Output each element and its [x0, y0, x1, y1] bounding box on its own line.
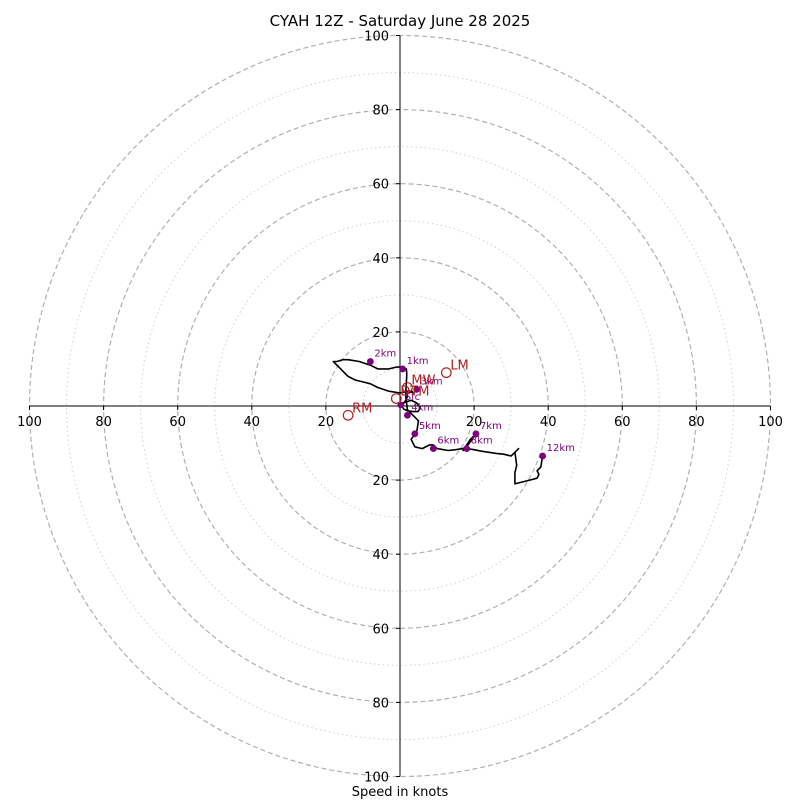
height-marker-1km — [399, 365, 406, 373]
storm-motion-marker-RM — [342, 409, 354, 421]
y-tick-label: 40 — [372, 548, 389, 563]
y-tick-label: 80 — [372, 696, 389, 711]
height-marker-7km — [472, 430, 480, 438]
x-tick-label: 60 — [614, 415, 631, 430]
height-marker-8km — [463, 445, 471, 453]
storm-motion-label-LM: LM — [450, 359, 468, 374]
storm-motion-label-RM: RM — [352, 401, 372, 416]
height-label-Sfc: Sfc — [405, 392, 420, 403]
height-marker-6km — [429, 445, 437, 453]
height-label-12km: 12km — [547, 443, 575, 454]
chart-title: CYAH 12Z - Saturday June 28 2025 — [270, 12, 531, 30]
height-marker-2km — [366, 358, 374, 365]
height-label-7km: 7km — [480, 421, 502, 432]
y-tick-label: 20 — [372, 474, 389, 489]
height-marker-4km — [404, 411, 411, 419]
storm-motion-marker-MW — [402, 382, 413, 393]
height-markers: Sfc 1km 2km 3km 4km 5km 6km 7km 8km 12km — [366, 349, 575, 460]
x-tick-label: 80 — [95, 415, 112, 430]
x-tick-label: 20 — [318, 415, 335, 430]
y-tick-label: 60 — [372, 178, 389, 193]
height-label-4km: 4km — [411, 402, 433, 413]
height-label-2km: 2km — [374, 349, 396, 360]
height-label-8km: 8km — [471, 436, 493, 447]
x-tick-label: 20 — [466, 415, 483, 430]
y-tick-label: 100 — [364, 30, 389, 45]
storm-motion-marker-LM — [440, 367, 452, 379]
height-marker-12km — [539, 452, 547, 460]
x-tick-label: 40 — [540, 415, 557, 430]
x-tick-label: 80 — [688, 415, 705, 430]
y-tick-label: 20 — [372, 326, 389, 341]
storm-motion-marker-DTM — [390, 393, 402, 404]
y-tick-label: 100 — [364, 771, 389, 786]
height-marker-3km — [413, 385, 421, 393]
y-tick-label: 60 — [372, 622, 389, 637]
x-tick-label: 100 — [17, 415, 42, 430]
height-label-5km: 5km — [419, 421, 441, 432]
height-label-3km: 3km — [421, 376, 443, 387]
x-tick-label: 100 — [758, 415, 783, 430]
y-tick-label: 80 — [372, 104, 389, 119]
height-marker-5km — [411, 430, 419, 438]
height-label-6km: 6km — [437, 436, 459, 447]
x-tick-label: 40 — [244, 415, 261, 430]
tick-labels: 100 80 60 40 20 20 40 60 80 100 100 80 60 40 20 20 40 60 8… — [17, 30, 783, 786]
y-tick-label: 40 — [372, 252, 389, 267]
storm-motion-label-DTM: DTM — [400, 385, 429, 400]
x-tick-label: 60 — [169, 415, 186, 430]
x-axis-label: Speed in knots — [352, 785, 449, 800]
storm-motion-label-MW: MW — [411, 373, 435, 388]
height-label-1km: 1km — [407, 356, 429, 367]
